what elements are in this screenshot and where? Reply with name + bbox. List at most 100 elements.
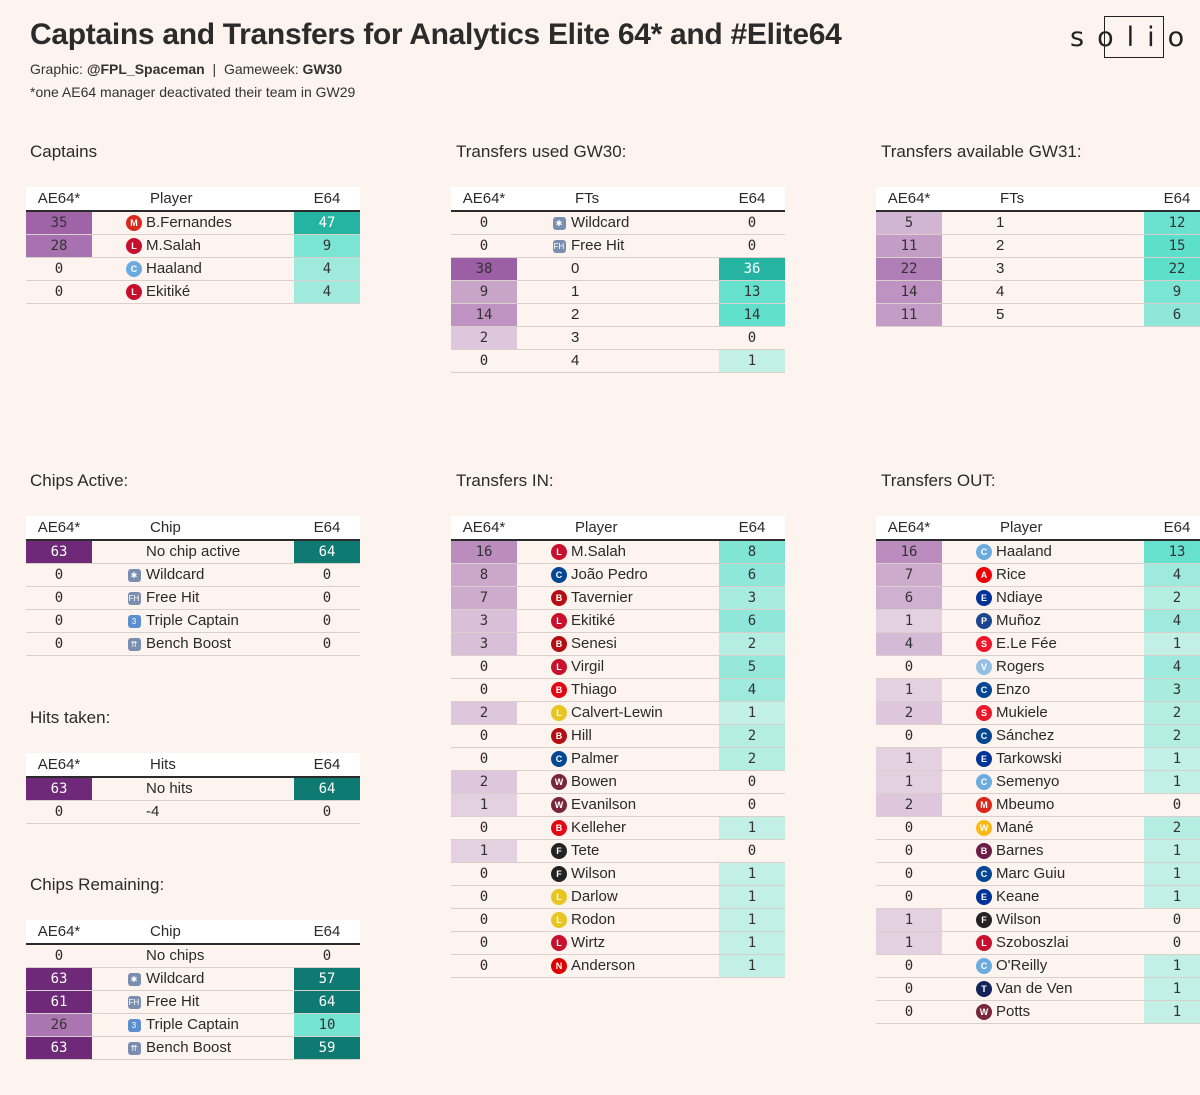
table-row: 0 3 Triple Captain 0 (26, 609, 360, 633)
footnote: *one AE64 manager deactivated their team… (30, 84, 356, 100)
spacer (942, 211, 974, 235)
icon-cell: B (549, 586, 569, 610)
spacer (517, 747, 549, 771)
ae64-header: AE64* (26, 920, 92, 945)
header-row: AE64* Player E64 (451, 516, 785, 541)
table-row: 14 2 14 (451, 303, 785, 327)
e64-value: 8 (719, 540, 785, 564)
icon-cell: W (549, 793, 569, 817)
west-ham-crest-icon: W (551, 774, 567, 791)
spacer (92, 800, 124, 824)
spacer (942, 839, 974, 863)
icon-cell: M (974, 793, 994, 817)
spacer (517, 211, 549, 235)
spacer (517, 609, 549, 633)
ae64-header: AE64* (26, 753, 92, 778)
table-row: 16 L M.Salah 8 (451, 540, 785, 564)
table-row: 2 S Mukiele 2 (876, 701, 1200, 725)
table-row: 1 P Muñoz 4 (876, 609, 1200, 633)
e64-value: 0 (294, 586, 360, 610)
ae64-value: 0 (451, 908, 517, 932)
label-value: Free Hit (144, 990, 294, 1014)
spacer-header (124, 516, 144, 541)
label-value: E.Le Fée (994, 632, 1144, 656)
icon-cell: L (549, 655, 569, 679)
e64-value: 0 (1144, 793, 1200, 817)
ae64-value: 0 (876, 1000, 942, 1024)
leeds-crest-icon: L (551, 889, 567, 906)
icon-cell: ⇈ (124, 632, 144, 656)
e64-header: E64 (1144, 516, 1200, 541)
spacer (92, 1013, 124, 1037)
icon-cell: FH (124, 586, 144, 610)
label-value: No chips (144, 944, 294, 968)
spacer (942, 303, 974, 327)
label-value: 1 (569, 280, 719, 304)
spacer-header (92, 187, 124, 212)
spacer (92, 990, 124, 1014)
table-row: 0 B Kelleher 1 (451, 816, 785, 840)
icon-cell: B (549, 678, 569, 702)
icon-cell: L (549, 540, 569, 564)
e64-value: 64 (294, 777, 360, 801)
gameweek-value: GW30 (302, 61, 343, 77)
label-value: Evanilson (569, 793, 719, 817)
spacer (92, 234, 124, 258)
spacer (942, 816, 974, 840)
transfers-in-title: Transfers IN: (456, 471, 554, 490)
table-row: 0 N Anderson 1 (451, 954, 785, 978)
e64-header: E64 (1144, 187, 1200, 212)
label-value: Free Hit (569, 234, 719, 258)
leeds-crest-icon: L (551, 912, 567, 929)
e64-header: E64 (294, 753, 360, 778)
spacer (942, 632, 974, 656)
label-value: 4 (994, 280, 1144, 304)
label-value: Haaland (994, 540, 1144, 564)
logo-text: solio (1070, 22, 1198, 53)
label-value: Ekitiké (569, 609, 719, 633)
e64-value: 0 (719, 793, 785, 817)
spacer (517, 234, 549, 258)
icon-cell: FH (549, 234, 569, 258)
label-value: Haaland (144, 257, 294, 281)
icon-cell: C (549, 563, 569, 587)
table-row: 0 FH Free Hit 0 (26, 586, 360, 610)
ae64-value: 0 (451, 349, 517, 373)
west-ham-crest-icon: W (976, 1004, 992, 1021)
icon-cell (124, 944, 144, 968)
e64-value: 3 (1144, 678, 1200, 702)
wolves-crest-icon: W (976, 820, 992, 837)
icon-cell: E (974, 586, 994, 610)
label-value: Barnes (994, 839, 1144, 863)
table-row: 0 L Virgil 5 (451, 655, 785, 679)
spacer (517, 701, 549, 725)
table-row: 28 L M.Salah 9 (26, 234, 360, 258)
ae64-header: AE64* (876, 187, 942, 212)
icon-cell: B (549, 816, 569, 840)
e64-value: 6 (719, 563, 785, 587)
ae64-header: AE64* (876, 516, 942, 541)
label-value: 2 (569, 303, 719, 327)
sunderland-crest-icon: S (976, 705, 992, 722)
ae64-value: 1 (876, 747, 942, 771)
table-row: 1 C Semenyo 1 (876, 770, 1200, 794)
transfers-out-title: Transfers OUT: (881, 471, 996, 490)
label-value: Senesi (569, 632, 719, 656)
ae64-value: 1 (876, 908, 942, 932)
ae64-header: AE64* (26, 516, 92, 541)
ae64-value: 0 (876, 862, 942, 886)
ae64-value: 2 (876, 701, 942, 725)
ae64-value: 0 (451, 211, 517, 235)
icon-cell: L (124, 234, 144, 258)
label-value: Hill (569, 724, 719, 748)
label-value: Calvert-Lewin (569, 701, 719, 725)
gameweek-label: Gameweek: (223, 61, 299, 77)
e64-value: 1 (1144, 770, 1200, 794)
man-city-crest-icon: C (976, 774, 992, 791)
label-value: Rogers (994, 655, 1144, 679)
liverpool-crest-icon: L (551, 613, 567, 630)
icon-cell: ✱ (124, 967, 144, 991)
chips-active-title: Chips Active: (30, 471, 129, 490)
ae64-value: 2 (451, 326, 517, 350)
